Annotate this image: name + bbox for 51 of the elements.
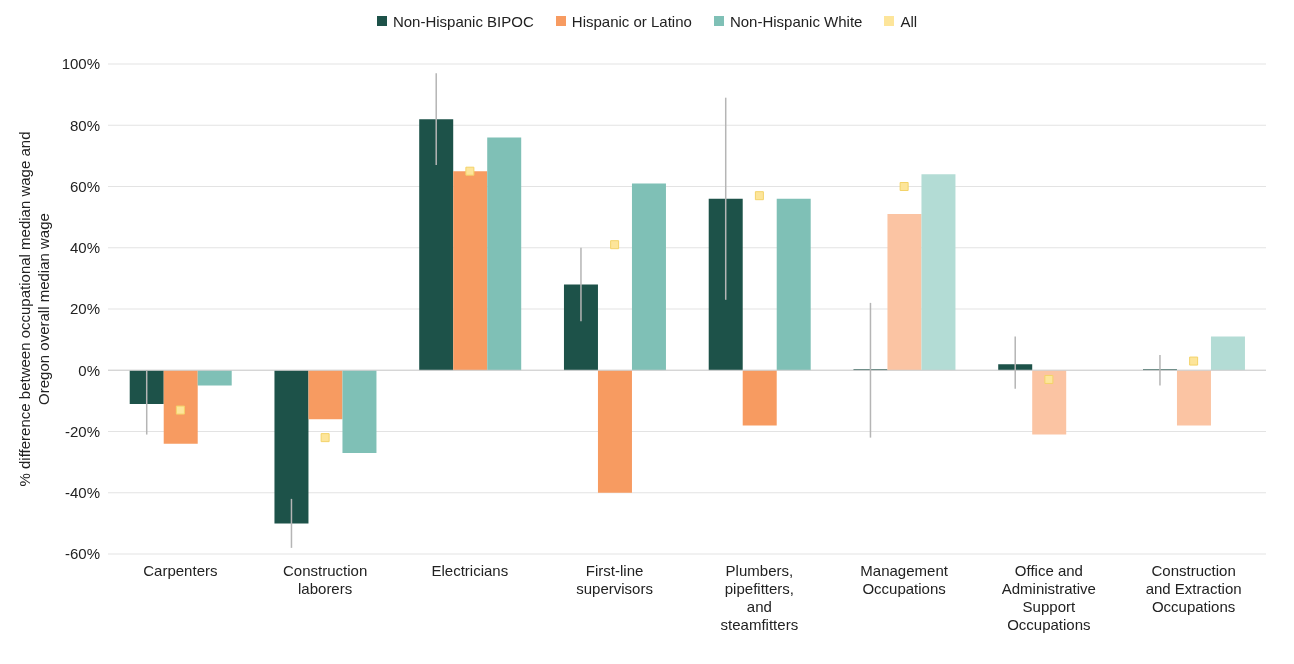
point bbox=[754, 191, 764, 201]
y-tick-label: 0% bbox=[78, 361, 100, 379]
legend-label: Non-Hispanic White bbox=[729, 12, 863, 30]
bar bbox=[342, 370, 377, 453]
y-tick-label: 40% bbox=[69, 239, 100, 257]
bar bbox=[708, 198, 743, 371]
bar bbox=[308, 370, 343, 420]
y-tick-label: -20% bbox=[64, 422, 100, 440]
y-tick-label: 20% bbox=[69, 300, 100, 318]
y-tick-label: 100% bbox=[61, 55, 100, 73]
x-tick-label: Plumbers, pipefitters, and steamfitters bbox=[720, 562, 799, 633]
y-tick-label: -60% bbox=[64, 545, 100, 563]
point bbox=[465, 166, 475, 176]
bar bbox=[487, 137, 522, 371]
x-tick-label: Management Occupations bbox=[860, 562, 949, 597]
x-tick-label: Construction and Extraction Occupations bbox=[1145, 562, 1242, 615]
point bbox=[320, 433, 330, 443]
point bbox=[1189, 356, 1199, 366]
y-tick-label: -40% bbox=[64, 484, 100, 502]
bar bbox=[274, 370, 309, 524]
legend-label: Hispanic or Latino bbox=[571, 12, 692, 30]
bar bbox=[631, 183, 666, 371]
x-tick-label: Construction laborers bbox=[283, 562, 368, 597]
y-tick-label: 60% bbox=[69, 177, 100, 195]
bar bbox=[453, 171, 488, 371]
x-tick-label: Electricians bbox=[431, 562, 509, 579]
x-tick-label: Office and Administrative Support Occupations bbox=[1001, 562, 1096, 633]
x-tick-label: First-line supervisors bbox=[576, 562, 653, 597]
bar bbox=[163, 370, 198, 444]
bar bbox=[197, 370, 232, 386]
bar bbox=[419, 119, 454, 371]
bar bbox=[597, 370, 632, 493]
bar bbox=[1032, 370, 1067, 435]
bar bbox=[998, 364, 1033, 371]
x-tick-label: Carpenters bbox=[143, 562, 218, 579]
point bbox=[610, 240, 620, 250]
point bbox=[175, 405, 185, 415]
bar bbox=[129, 370, 164, 404]
bar bbox=[887, 214, 922, 371]
point bbox=[1044, 374, 1054, 384]
y-tick-label: 80% bbox=[69, 116, 100, 134]
bar bbox=[776, 198, 811, 371]
bar bbox=[563, 284, 598, 371]
point bbox=[899, 182, 909, 191]
y-axis-title: % difference between occupational median wage and Oregon overall median wage bbox=[16, 131, 52, 487]
bar bbox=[1210, 336, 1245, 371]
bar bbox=[921, 174, 956, 371]
legend-label: Non-Hispanic BIPOC bbox=[392, 12, 534, 30]
bar bbox=[1176, 370, 1211, 426]
legend-label: All bbox=[900, 12, 918, 30]
bar bbox=[742, 370, 777, 426]
